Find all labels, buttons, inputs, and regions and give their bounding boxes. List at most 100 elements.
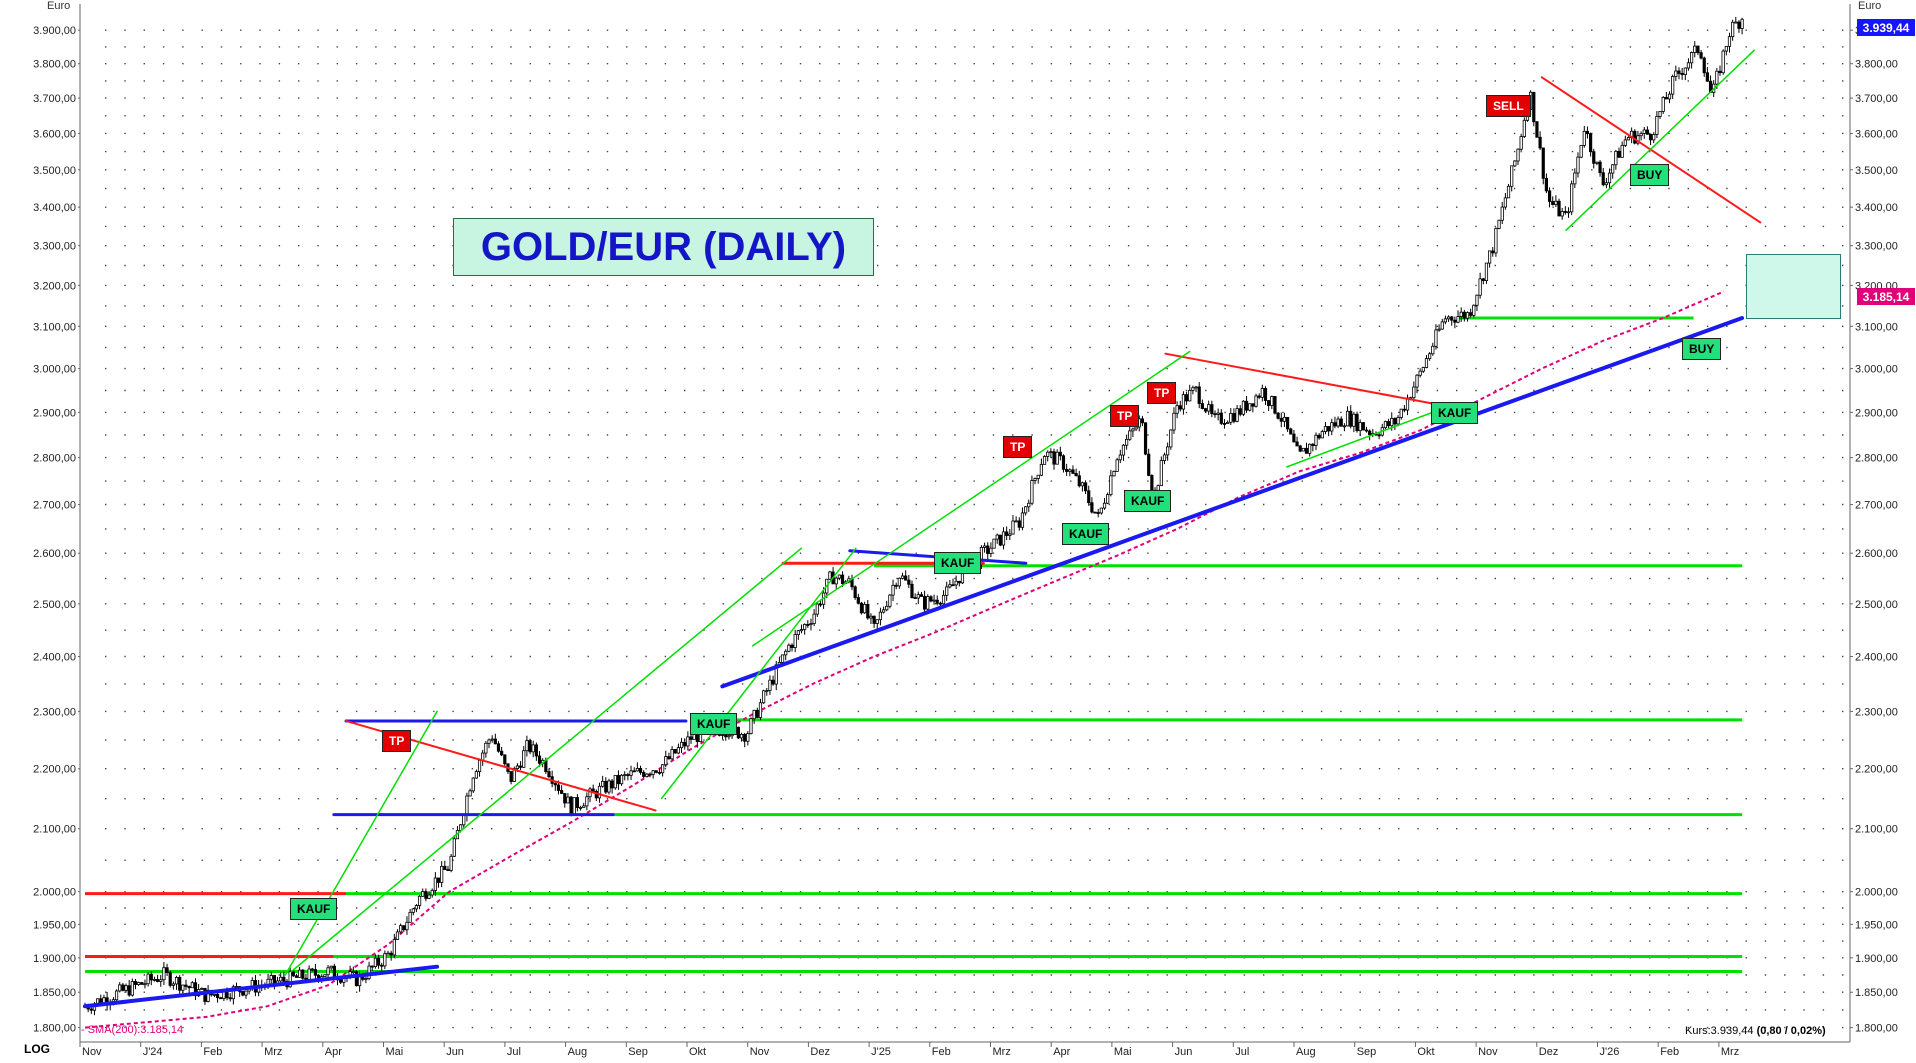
y-tick-label-right: 3.600,00: [1855, 128, 1898, 140]
candle-body: [474, 771, 478, 779]
candle-body: [604, 780, 608, 793]
candle-body: [1532, 91, 1536, 123]
x-tick-label: Jul: [1235, 1046, 1249, 1058]
y-tick-label-left: 3.200,00: [33, 280, 76, 292]
candle-body: [1099, 507, 1103, 514]
x-tick-label: J'25: [871, 1046, 891, 1058]
candle-body: [1428, 353, 1432, 360]
x-tick-label: Dez: [810, 1046, 830, 1058]
candle-body: [399, 925, 403, 933]
candle-body: [812, 613, 816, 624]
candle-body: [1298, 445, 1302, 452]
candle-body: [619, 774, 624, 785]
y-tick-label-right: 2.600,00: [1855, 548, 1898, 560]
candle-body: [477, 759, 482, 772]
candle-body: [1279, 417, 1283, 422]
candle-body: [1323, 426, 1328, 432]
candle-body: [569, 796, 573, 816]
candle-body: [1437, 328, 1441, 331]
candle-body: [743, 733, 747, 742]
candle-body: [291, 971, 295, 977]
candle-body: [531, 744, 535, 753]
candle-body: [1140, 418, 1144, 424]
candle-body: [651, 770, 655, 775]
candle-body: [440, 865, 444, 883]
candle-body: [1506, 185, 1511, 199]
candle-body: [790, 644, 794, 648]
candle-body: [1702, 57, 1706, 74]
candle-body: [149, 973, 153, 981]
candle-body: [496, 743, 501, 752]
candle-body: [982, 545, 987, 548]
candle-body: [1248, 403, 1252, 411]
grid-dots: [105, 29, 1844, 1029]
candle-body: [301, 969, 305, 979]
candle-body: [133, 981, 138, 985]
candle-body: [1393, 417, 1397, 425]
candle-body: [1112, 470, 1116, 477]
candle-body: [1077, 475, 1081, 487]
candle-body: [1109, 475, 1113, 496]
sma-price-badge: 3.185,14: [1857, 288, 1915, 305]
candle-body: [534, 744, 538, 757]
candle-body: [689, 736, 693, 740]
candle-body: [1008, 533, 1012, 536]
candle-body: [118, 984, 122, 992]
candle-body: [1415, 374, 1419, 388]
x-tick-label: Okt: [689, 1046, 706, 1058]
x-tick-label: Mrz: [264, 1046, 282, 1058]
last-price-badge: 3.939,44: [1857, 19, 1915, 36]
candle-body: [1576, 156, 1580, 174]
candle-body: [1721, 50, 1725, 74]
candle-body: [1585, 130, 1590, 135]
candle-body: [1042, 456, 1047, 465]
y-tick-label-right: 3.400,00: [1855, 202, 1898, 214]
candle-body: [1068, 469, 1072, 472]
candle-body: [1036, 474, 1040, 479]
candle-body: [465, 795, 469, 816]
candle-body: [780, 654, 785, 663]
x-tick-label: Mai: [1114, 1046, 1132, 1058]
candle-body: [613, 775, 617, 789]
candle-body: [509, 771, 513, 782]
candle-body: [1617, 150, 1621, 158]
candle-body: [1693, 45, 1697, 53]
y-tick-label-left: 2.100,00: [33, 824, 76, 836]
candle-body: [121, 984, 125, 991]
candle-body: [1402, 408, 1406, 411]
y-tick-label-right: 1.800,00: [1855, 1023, 1898, 1035]
candle-body: [1677, 70, 1681, 74]
candle-body: [1213, 413, 1217, 416]
candle-body: [1226, 421, 1230, 424]
candle-body: [411, 908, 415, 913]
candle-body: [1383, 421, 1388, 429]
candle-body: [1592, 151, 1596, 164]
y-tick-label-right: 1.900,00: [1855, 953, 1898, 965]
candle-body: [837, 574, 841, 579]
candle-body: [1633, 130, 1637, 144]
candle-body: [1320, 431, 1324, 439]
x-tick-label: Dez: [1539, 1046, 1559, 1058]
candle-body: [758, 702, 763, 718]
candle-body: [1308, 443, 1312, 454]
candle-body: [332, 965, 336, 978]
candle-body: [787, 644, 791, 652]
candle-body: [1364, 429, 1369, 432]
y-tick-label-left: 3.400,00: [33, 202, 76, 214]
x-tick-label: Okt: [1417, 1046, 1434, 1058]
candle-body: [114, 990, 119, 1001]
candle-body: [679, 741, 684, 749]
y-tick-label-right: 2.000,00: [1855, 887, 1898, 899]
candle-body: [1462, 311, 1466, 319]
candle-body: [575, 797, 579, 808]
candle-body: [1626, 137, 1631, 141]
candle-body: [421, 891, 425, 897]
candle-body: [310, 968, 314, 971]
y-tick-label-left: 2.200,00: [33, 764, 76, 776]
candle-body: [1390, 417, 1394, 427]
candle-body: [206, 989, 210, 1002]
candle-body: [992, 538, 996, 549]
candle-body: [768, 679, 772, 691]
candle-body: [1292, 433, 1296, 443]
